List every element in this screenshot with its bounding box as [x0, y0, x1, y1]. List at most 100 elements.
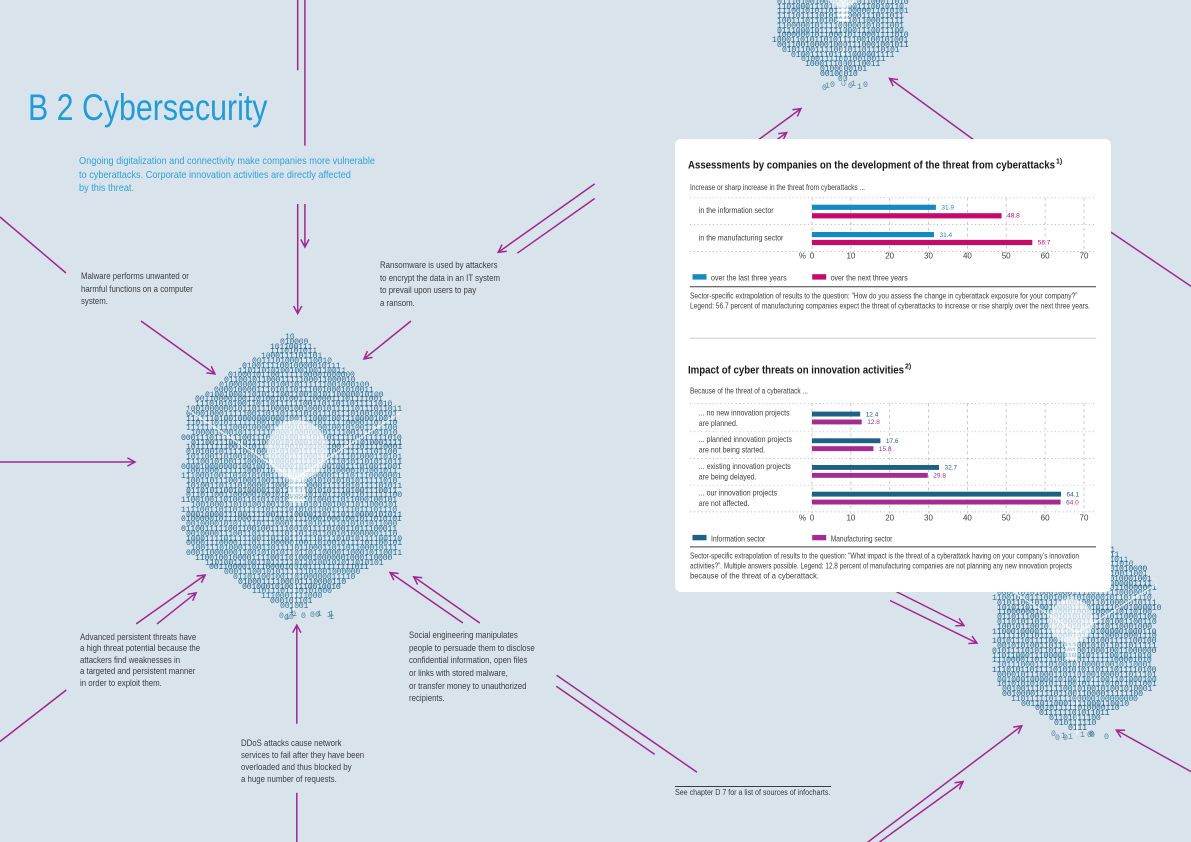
svg-text:1: 1 — [327, 611, 332, 620]
svg-text:are being delayed.: are being delayed. — [699, 472, 757, 481]
svg-text:50: 50 — [1002, 252, 1011, 261]
svg-text:0: 0 — [1090, 731, 1095, 740]
svg-text:0100000101: 0100000101 — [820, 65, 867, 74]
svg-text:0: 0 — [284, 614, 289, 623]
svg-text:001000010101111011100011110101: 0010000101011110111000111101011110101010… — [186, 520, 398, 529]
svg-text:0: 0 — [301, 612, 306, 621]
svg-text:110111110111100000100000000: 110111110111100000100000000 — [1011, 695, 1138, 704]
svg-text:... no new innovation projects: ... no new innovation projects — [699, 409, 790, 418]
svg-text:1110101011: 1110101011 — [270, 347, 317, 356]
svg-text:0101100111100101101110101: 0101100111100101101110101 — [782, 46, 900, 55]
svg-text:000010101000100011110111110000: 000010101000100011110111110000001 — [997, 589, 1152, 598]
svg-text:0110010110001111100011000010: 0110010110001111100011000010 — [224, 376, 356, 385]
svg-text:Because of the threat of a cyb: Because of the threat of a cyberattack .… — [690, 387, 808, 396]
svg-text:0: 0 — [289, 613, 294, 622]
svg-text:101110001110100101000010010110: 101110001110100101000010010110001 — [997, 661, 1152, 670]
svg-text:000010001111100110110111101011: 0000100011111001101101111010111011101001… — [186, 410, 398, 419]
svg-text:0: 0 — [1089, 730, 1094, 739]
svg-text:Impact of cyber threats on inn: Impact of cyber threats on innovation ac… — [688, 365, 904, 377]
svg-text:011111101011011: 011111101011011 — [1039, 709, 1110, 718]
svg-text:17.6: 17.6 — [886, 438, 899, 445]
svg-text:001100001011000010010111111111: 0011000010110000100101111111111011 — [209, 563, 369, 572]
svg-text:11011101110101000: 11011101110101000 — [252, 587, 332, 596]
svg-text:20: 20 — [885, 252, 894, 261]
svg-text:1110001111000: 1110001111000 — [261, 592, 322, 601]
svg-text:111100110110111111011110101011: 1111001101101111110111101010110011111011… — [181, 506, 397, 515]
svg-text:011100010111110001110011100: 011100010111110001110011100 — [777, 27, 904, 36]
svg-text:... our innovation projects: ... our innovation projects — [699, 489, 777, 498]
svg-text:111010101001101101111110011011: 1110101010011011011111100110110110111110… — [195, 400, 392, 409]
svg-text:64.0: 64.0 — [1066, 499, 1079, 506]
svg-text:0: 0 — [1063, 734, 1068, 743]
svg-text:00100010: 00100010 — [820, 70, 858, 79]
svg-text:1: 1 — [285, 613, 290, 622]
svg-text:%: % — [799, 514, 806, 523]
svg-text:31.9: 31.9 — [941, 205, 954, 212]
svg-text:1: 1 — [317, 610, 322, 619]
svg-text:15.8: 15.8 — [879, 446, 892, 453]
svg-text:001100001001101001010011100001: 0011000010011010010100111000011101111001 — [195, 395, 383, 404]
svg-text:01000111100001110000110: 01000111100001110000110 — [238, 578, 346, 587]
svg-text:60: 60 — [1041, 252, 1050, 261]
svg-text:1): 1) — [1056, 159, 1062, 166]
svg-text:1: 1 — [1061, 732, 1066, 741]
svg-text:Manufacturing sector: Manufacturing sector — [831, 535, 893, 544]
svg-text:in the information sector: in the information sector — [699, 206, 774, 215]
svg-text:1: 1 — [329, 610, 334, 619]
svg-text:10: 10 — [846, 514, 855, 523]
svg-text:0: 0 — [310, 611, 315, 620]
svg-text:%: % — [799, 252, 806, 261]
svg-text:000101101: 000101101 — [270, 597, 313, 606]
svg-text:100100000010110111000010010001: 1001000000101101110000100100010111110111… — [186, 405, 402, 414]
svg-text:60: 60 — [1041, 514, 1050, 523]
svg-text:0: 0 — [848, 82, 853, 91]
svg-text:30: 30 — [924, 514, 933, 523]
svg-text:0: 0 — [1051, 730, 1056, 739]
svg-text:0: 0 — [830, 81, 835, 90]
svg-text:20: 20 — [885, 514, 894, 523]
svg-text:are not being started.: are not being started. — [699, 446, 765, 455]
svg-text:010000001110100101111110010001: 01000000111010010111111001000100 — [219, 381, 369, 390]
svg-text:111000011011110011011111110000: 1110000110111100110111111100001010 — [992, 656, 1152, 665]
svg-text:111111010010000000000100111000: 1111110100100000000001001110001001110000… — [186, 415, 398, 424]
svg-text:0: 0 — [1104, 733, 1109, 742]
svg-text:001000101001110010010: 001000101001110010010 — [242, 583, 341, 592]
svg-text:1: 1 — [857, 83, 862, 92]
svg-text:0: 0 — [315, 611, 320, 620]
svg-text:01101011100: 01101011100 — [1049, 714, 1101, 723]
svg-text:40: 40 — [963, 252, 972, 261]
svg-text:011001111100110010011110010111: 0110011111001100100111100101111010011011… — [181, 525, 397, 534]
svg-text:10001101011010111100100101001: 10001101011010111100100101001 — [772, 36, 908, 45]
svg-text:70: 70 — [1080, 514, 1089, 523]
svg-text:1: 1 — [329, 613, 334, 622]
svg-text:1: 1 — [289, 607, 294, 616]
svg-text:00110110001111000110010: 00110110001111000110010 — [1021, 700, 1129, 709]
svg-text:1: 1 — [1080, 731, 1085, 740]
svg-text:50: 50 — [1002, 514, 1011, 523]
svg-text:10: 10 — [285, 333, 295, 342]
svg-text:70: 70 — [1080, 252, 1089, 261]
svg-text:010000010111000111110010111000: 0100000101110001111100101110001000100101… — [181, 515, 402, 524]
svg-text:111010110111101010101101110111: 11101011011110101010110111011110100 — [992, 666, 1157, 675]
svg-text:because of the threat of a cyb: because of the threat of a cyberattack. — [690, 572, 819, 581]
svg-text:56.7: 56.7 — [1038, 239, 1051, 246]
svg-text:are not affected.: are not affected. — [699, 499, 750, 508]
svg-text:activities?”. Multiple answers: activities?”. Multiple answers possible.… — [690, 562, 1072, 571]
svg-text:31.4: 31.4 — [940, 232, 953, 239]
svg-text:are planned.: are planned. — [699, 419, 738, 428]
svg-text:30: 30 — [924, 252, 933, 261]
svg-text:001000011110110011000011111100: 001000011110110011000011111100 — [1002, 690, 1143, 699]
svg-text:Assessments by companies on th: Assessments by companies on the developm… — [688, 159, 1055, 171]
svg-text:Information sector: Information sector — [711, 535, 766, 544]
svg-text:010000: 010000 — [280, 338, 308, 347]
svg-text:29.8: 29.8 — [933, 473, 946, 480]
svg-text:0: 0 — [1055, 734, 1060, 743]
svg-text:1: 1 — [1068, 733, 1073, 742]
svg-text:1000111101101: 1000111101101 — [261, 352, 322, 361]
svg-text:0: 0 — [810, 514, 815, 523]
svg-text:1: 1 — [825, 82, 830, 91]
svg-text:... existing innovation projec: ... existing innovation projects — [699, 462, 791, 471]
svg-text:10: 10 — [846, 252, 855, 261]
svg-text:00111010001110010: 00111010001110010 — [252, 357, 332, 366]
svg-text:110010101110010011010000101101: 1100101011100100110100001011011110 — [992, 594, 1152, 603]
